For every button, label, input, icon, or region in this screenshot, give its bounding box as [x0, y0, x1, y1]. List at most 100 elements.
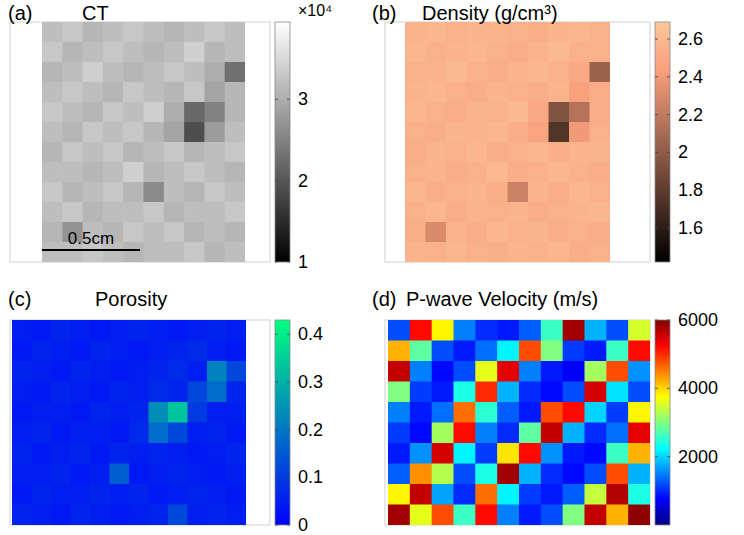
- cell: [541, 443, 563, 464]
- cell: [144, 122, 165, 143]
- cell: [426, 242, 447, 262]
- colorbar: [275, 22, 290, 262]
- cell: [405, 162, 426, 183]
- cell: [563, 464, 585, 485]
- cell: [32, 464, 52, 485]
- colorbar-tick: [667, 227, 670, 228]
- colorbar: [655, 22, 670, 262]
- cell: [549, 122, 570, 143]
- cell: [62, 82, 83, 103]
- cell: [129, 402, 149, 423]
- cell: [149, 382, 169, 403]
- cell: [42, 22, 63, 43]
- cell: [12, 361, 32, 382]
- cell: [528, 122, 549, 143]
- cell: [90, 464, 110, 485]
- cell: [388, 423, 410, 444]
- cell: [184, 162, 205, 183]
- cell: [188, 382, 208, 403]
- cell: [62, 182, 83, 203]
- cell: [62, 202, 83, 223]
- cell: [110, 402, 130, 423]
- cell: [103, 102, 124, 123]
- cell: [225, 102, 245, 123]
- image: [42, 22, 245, 262]
- cell: [497, 484, 519, 505]
- cell: [410, 423, 432, 444]
- colorbar-tick-label: 6000: [678, 310, 718, 330]
- cell: [110, 443, 130, 464]
- cell: [123, 222, 144, 243]
- colorbar-tick-label: 3: [298, 89, 308, 109]
- colorbar-tick-label: 0.2: [298, 420, 323, 440]
- cell: [426, 62, 447, 83]
- colorbar-tick: [287, 381, 290, 382]
- colorbar-tick-label: 1.8: [678, 180, 703, 200]
- cell: [467, 42, 488, 63]
- cell: [467, 122, 488, 143]
- cell: [71, 423, 91, 444]
- cell: [405, 102, 426, 123]
- cell: [508, 142, 529, 163]
- cell: [446, 242, 467, 262]
- cell: [188, 320, 208, 341]
- cell: [508, 202, 529, 223]
- cell: [188, 423, 208, 444]
- cell: [204, 142, 225, 163]
- cell: [497, 443, 519, 464]
- cell: [585, 320, 607, 341]
- colorbar-tick: [287, 429, 290, 430]
- cell: [446, 62, 467, 83]
- cell: [563, 423, 585, 444]
- cell: [606, 341, 628, 362]
- cell: [42, 122, 63, 143]
- cell: [71, 361, 91, 382]
- cell: [475, 361, 497, 382]
- cell: [144, 222, 165, 243]
- cell: [475, 464, 497, 485]
- cell: [62, 162, 83, 183]
- cell: [432, 320, 454, 341]
- colorbar-tick: [655, 114, 658, 115]
- cell: [467, 142, 488, 163]
- colorbar-tick: [667, 456, 670, 457]
- cell: [90, 382, 110, 403]
- cell: [90, 505, 110, 526]
- cell: [628, 402, 650, 423]
- cell: [42, 142, 63, 163]
- cell: [32, 402, 52, 423]
- cell: [497, 505, 519, 526]
- cell: [549, 142, 570, 163]
- cell: [549, 62, 570, 83]
- cell: [405, 222, 426, 243]
- colorbar-tick: [275, 477, 278, 478]
- cell: [103, 62, 124, 83]
- cell: [227, 382, 247, 403]
- cell: [90, 341, 110, 362]
- cell: [446, 102, 467, 123]
- cell: [168, 361, 188, 382]
- colorbar-tick: [287, 99, 290, 100]
- cell: [426, 142, 447, 163]
- cell: [528, 22, 549, 43]
- cell: [569, 202, 590, 223]
- cell: [12, 341, 32, 362]
- cell: [454, 361, 476, 382]
- cell: [123, 42, 144, 63]
- cell: [71, 443, 91, 464]
- cell: [51, 443, 71, 464]
- cell: [563, 505, 585, 526]
- cell: [487, 202, 508, 223]
- cell: [51, 341, 71, 362]
- cell: [549, 102, 570, 123]
- cell: [225, 242, 245, 262]
- cell: [585, 443, 607, 464]
- cell: [149, 361, 169, 382]
- cell: [508, 42, 529, 63]
- cell: [528, 142, 549, 163]
- cell: [590, 22, 611, 43]
- cell: [388, 320, 410, 341]
- cell: [42, 82, 63, 103]
- cell: [508, 22, 529, 43]
- cell: [487, 62, 508, 83]
